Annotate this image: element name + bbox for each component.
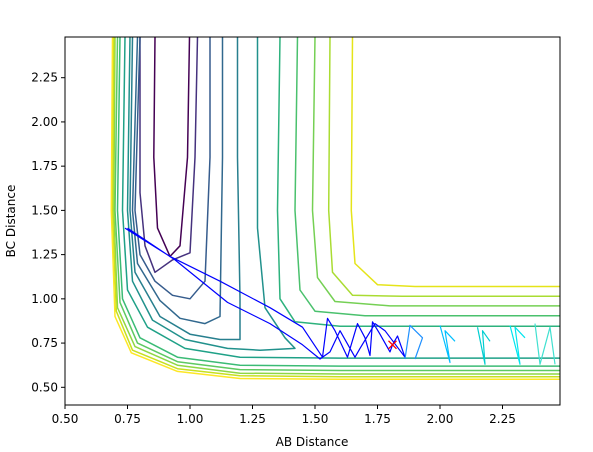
trajectory-loop-3 <box>509 325 526 365</box>
contour-line-13 <box>327 37 560 297</box>
y-tick-label: 0.50 <box>31 380 58 394</box>
contour-line-12 <box>113 37 560 375</box>
trajectory-lines <box>124 227 556 365</box>
x-tick-label: 0.75 <box>114 412 141 426</box>
y-tick-label: 1.50 <box>31 203 58 217</box>
contour-lines <box>110 37 560 381</box>
x-tick-label: 1.00 <box>177 412 204 426</box>
trajectory-line <box>124 227 406 360</box>
contour-line-10 <box>114 37 560 372</box>
contour-line-6 <box>121 37 560 359</box>
contour-line-11 <box>311 37 560 307</box>
contour-line-16 <box>110 37 560 381</box>
plot-background <box>65 37 560 405</box>
contour-line-5 <box>126 37 296 351</box>
y-axis: 0.50 0.75 1.00 1.25 1.50 1.75 2.00 2.25 <box>31 71 65 394</box>
x-tick-label: 2.00 <box>427 412 454 426</box>
y-tick-label: 1.00 <box>31 292 58 306</box>
y-tick-label: 2.00 <box>31 115 58 129</box>
y-tick-label: 1.75 <box>31 159 58 173</box>
contour-line-9 <box>294 37 560 317</box>
x-axis: 0.50 0.75 1.00 1.25 1.50 1.75 2.00 2.25 <box>52 405 516 426</box>
trajectory-loop-1 <box>439 325 456 364</box>
x-tick-label: 1.75 <box>364 412 391 426</box>
x-axis-label: AB Distance <box>276 435 349 449</box>
contour-line-4 <box>129 37 241 341</box>
trajectory-loop-2 <box>476 327 491 365</box>
contour-line-1 <box>139 37 199 274</box>
x-tick-label: 0.50 <box>52 412 79 426</box>
x-tick-label: 1.25 <box>239 412 266 426</box>
trajectory-loop-0 <box>404 324 424 360</box>
marker-group <box>388 340 397 350</box>
x-tick-label: 1.50 <box>302 412 329 426</box>
contour-line-14 <box>111 37 560 378</box>
y-tick-label: 2.25 <box>31 71 58 85</box>
contour-line-15 <box>350 37 560 288</box>
plot-frame <box>64 36 561 406</box>
end-marker <box>388 340 397 350</box>
contour-line-2 <box>134 37 211 300</box>
y-tick-label: 0.75 <box>31 336 58 350</box>
contour-line-8 <box>116 37 560 367</box>
trajectory-loop-4 <box>534 323 556 365</box>
x-tick-label: 2.25 <box>489 412 516 426</box>
y-tick-label: 1.25 <box>31 248 58 262</box>
contour-line-3 <box>131 37 224 325</box>
y-axis-label: BC Distance <box>4 185 18 258</box>
